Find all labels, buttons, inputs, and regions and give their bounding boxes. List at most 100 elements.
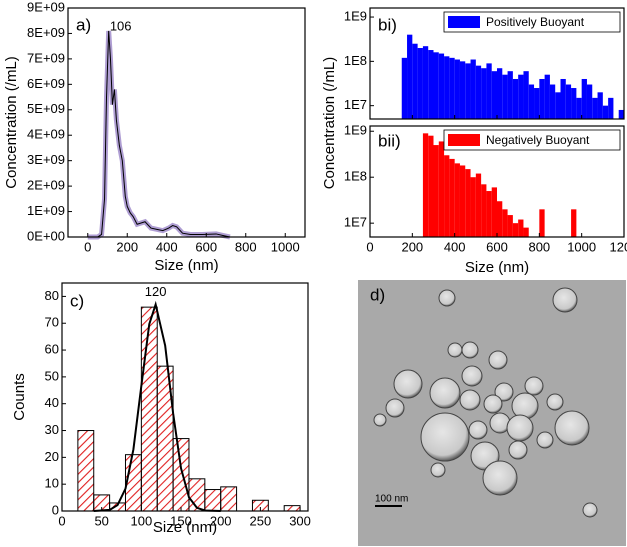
y-tick-label: 9E+09 (27, 0, 65, 14)
bar (475, 65, 482, 119)
x-tick-label: 100 (131, 513, 153, 528)
y-tick-label: 7E+09 (27, 50, 65, 65)
bar (602, 105, 609, 119)
bar (581, 78, 587, 119)
bar (497, 201, 503, 237)
y-tick-label: 0E+00 (27, 228, 65, 243)
bar (412, 43, 418, 119)
bar (586, 84, 593, 119)
y-axis-title: Counts (11, 373, 28, 421)
bar (140, 306, 158, 512)
legend-swatch (448, 134, 480, 146)
legend-label: Positively Buoyant (486, 15, 585, 29)
plot-frame (61, 282, 309, 512)
bar (502, 74, 508, 119)
panel-label: a) (76, 15, 91, 34)
bar (523, 71, 529, 119)
x-tick-label: 250 (250, 513, 272, 528)
y-tick-label: 1E7 (344, 97, 367, 112)
legend-label: Negatively Buoyant (486, 133, 590, 147)
bar (491, 71, 497, 119)
x-tick-label: 0 (84, 239, 91, 254)
bar (576, 97, 582, 119)
panel-label: c) (70, 291, 84, 310)
bar (401, 57, 408, 119)
x-tick-label: 600 (195, 239, 217, 254)
x-axis-title: Size (nm) (153, 519, 217, 536)
y-tick-label: 70 (45, 315, 59, 330)
bar (549, 84, 556, 119)
bar (172, 438, 190, 512)
panel-label: d) (370, 285, 385, 304)
y-tick-label: 40 (45, 395, 59, 410)
bar (422, 133, 429, 237)
bar (449, 57, 455, 119)
y-tick-label: 4E+09 (27, 127, 65, 142)
y-tick-label: 30 (45, 422, 59, 437)
panel-label: bii) (378, 131, 401, 150)
y-tick-label: 50 (45, 368, 59, 383)
fit-curve (93, 300, 221, 512)
bar (486, 63, 492, 119)
x-tick-label: 400 (444, 239, 466, 254)
panel-label: bi) (378, 15, 397, 34)
y-tick-label: 2E+09 (27, 178, 65, 193)
y-tick-label: 1E+09 (27, 203, 65, 218)
x-tick-label: 0 (366, 239, 373, 254)
bar (433, 145, 439, 237)
bar (465, 169, 471, 237)
micrograph: 100 nm d) (358, 280, 626, 546)
legend-box (443, 129, 621, 151)
bar (428, 135, 434, 237)
bar (481, 184, 487, 237)
legend-swatch (448, 16, 480, 28)
x-tick-label: 1000 (567, 239, 596, 254)
y-tick-label: 5E+09 (27, 101, 65, 116)
x-tick-label: 800 (235, 239, 257, 254)
plot-frame (67, 7, 306, 238)
bar (512, 78, 519, 119)
line (87, 30, 231, 238)
y-tick-label: 1E9 (344, 8, 367, 23)
bar (507, 215, 513, 237)
y-tick-label: 3E+09 (27, 152, 65, 167)
bar (220, 486, 238, 512)
bar (444, 155, 450, 237)
y-tick-label: 60 (45, 341, 59, 356)
x-tick-label: 1000 (271, 239, 300, 254)
bar (417, 48, 423, 119)
y-tick-label: 80 (45, 288, 59, 303)
bar (470, 177, 476, 237)
x-axis-title: Size (nm) (154, 257, 218, 274)
bar (518, 74, 524, 119)
bar (475, 173, 482, 237)
legend-box (443, 11, 621, 33)
y-tick-label: 1E7 (344, 215, 367, 230)
bar (454, 59, 460, 119)
bar (465, 63, 471, 119)
bar (618, 109, 624, 119)
error-band (87, 30, 231, 240)
bar (481, 68, 487, 119)
x-axis-title: Size (nm) (465, 259, 529, 276)
y-tick-label: 20 (45, 449, 59, 464)
bar (507, 71, 513, 119)
x-tick-label: 0 (58, 513, 65, 528)
scale-bar-label: 100 nm (375, 494, 408, 505)
bar (544, 74, 550, 119)
bar (449, 158, 455, 237)
bar (555, 92, 561, 119)
bar (528, 84, 535, 119)
bar (459, 165, 466, 237)
bar (433, 52, 439, 119)
x-tick-label: 600 (486, 239, 508, 254)
bar (560, 78, 566, 119)
peak-annotation: 120 (145, 284, 167, 299)
bar (539, 209, 545, 237)
x-tick-label: 400 (156, 239, 178, 254)
y-tick-label: 10 (45, 476, 59, 491)
bar (534, 88, 540, 119)
bar (428, 50, 434, 119)
x-tick-label: 800 (528, 239, 550, 254)
